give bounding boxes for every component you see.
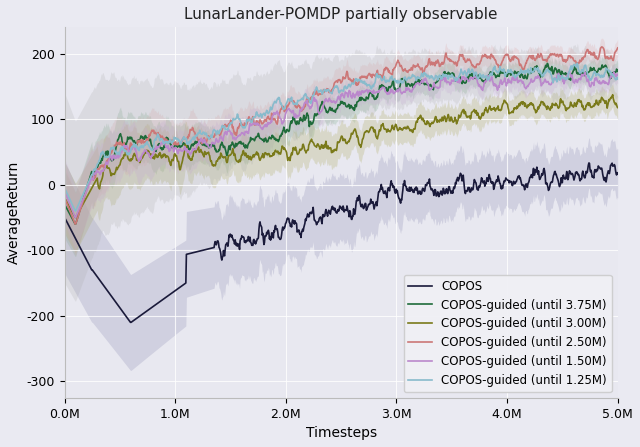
COPOS [441,191,449,196]
Title: LunarLander-POMDP partially observable: LunarLander-POMDP partially observable [184,7,498,22]
COPOS-guided (until 2.50M) [285,101,292,107]
Line: COPOS-guided (until 2.50M): COPOS-guided (until 2.50M) [65,47,618,224]
Y-axis label: AverageReturn: AverageReturn [7,161,21,264]
COPOS-guided (until 1.50M) [285,105,292,111]
COPOS-guided (until 2.50M) [502,51,510,57]
COPOS-guided (until 2.50M) [305,97,312,102]
COPOS-guided (until 3.00M) [614,105,621,110]
COPOS-guided (until 3.75M) [614,69,621,74]
COPOS-guided (until 1.50M) [61,189,68,194]
COPOS-guided (until 3.75M) [441,69,449,74]
COPOS [502,176,510,181]
Line: COPOS: COPOS [65,163,618,322]
COPOS-guided (until 1.25M) [285,97,292,102]
COPOS-guided (until 1.25M) [71,208,79,214]
COPOS-guided (until 3.75M) [71,221,79,227]
COPOS-guided (until 3.75M) [543,61,551,66]
COPOS [117,307,125,312]
COPOS [127,320,134,325]
COPOS-guided (until 1.25M) [573,60,581,66]
COPOS [493,177,500,183]
COPOS-guided (until 1.50M) [566,69,573,74]
COPOS-guided (until 3.75M) [118,135,125,140]
Line: COPOS-guided (until 3.00M): COPOS-guided (until 3.00M) [65,95,618,217]
COPOS [61,215,68,220]
COPOS [585,160,593,166]
COPOS-guided (until 3.75M) [305,119,312,125]
COPOS-guided (until 2.50M) [493,61,500,67]
COPOS [285,216,292,221]
Line: COPOS-guided (until 1.50M): COPOS-guided (until 1.50M) [65,72,618,217]
COPOS-guided (until 2.50M) [71,221,79,227]
COPOS [305,214,312,219]
COPOS-guided (until 1.25M) [493,69,500,74]
COPOS-guided (until 3.00M) [305,143,312,148]
COPOS-guided (until 2.50M) [441,55,449,60]
COPOS-guided (until 3.75M) [502,72,510,77]
COPOS-guided (until 1.50M) [614,72,621,78]
COPOS-guided (until 2.50M) [118,141,125,146]
COPOS-guided (until 3.00M) [441,114,449,119]
COPOS-guided (until 3.00M) [502,100,510,105]
COPOS [614,171,621,176]
COPOS-guided (until 3.75M) [61,202,68,207]
COPOS-guided (until 3.00M) [61,195,68,200]
Line: COPOS-guided (until 3.75M): COPOS-guided (until 3.75M) [65,63,618,224]
COPOS-guided (until 3.00M) [493,106,500,112]
COPOS-guided (until 1.50M) [493,83,500,88]
COPOS-guided (until 3.75M) [285,129,292,134]
X-axis label: Timesteps: Timesteps [305,426,377,440]
COPOS-guided (until 2.50M) [614,45,621,51]
COPOS-guided (until 3.00M) [71,215,79,220]
COPOS-guided (until 2.50M) [598,44,605,50]
Line: COPOS-guided (until 1.25M): COPOS-guided (until 1.25M) [65,63,618,211]
COPOS-guided (until 2.50M) [61,195,68,200]
COPOS-guided (until 3.00M) [118,156,125,162]
COPOS-guided (until 1.25M) [502,71,510,76]
COPOS-guided (until 3.00M) [609,92,616,97]
COPOS-guided (until 1.50M) [502,83,510,89]
COPOS-guided (until 1.25M) [118,148,125,153]
COPOS-guided (until 3.75M) [493,74,500,80]
COPOS-guided (until 1.50M) [71,215,79,220]
Legend: COPOS, COPOS-guided (until 3.75M), COPOS-guided (until 3.00M), COPOS-guided (unt: COPOS, COPOS-guided (until 3.75M), COPOS… [404,275,612,392]
COPOS-guided (until 3.00M) [285,156,292,161]
COPOS-guided (until 1.50M) [441,79,449,84]
COPOS-guided (until 1.25M) [614,76,621,81]
COPOS-guided (until 1.25M) [441,73,449,79]
COPOS-guided (until 1.50M) [305,103,312,109]
COPOS-guided (until 1.50M) [118,150,125,155]
COPOS-guided (until 1.25M) [61,185,68,190]
COPOS-guided (until 1.25M) [305,96,312,101]
